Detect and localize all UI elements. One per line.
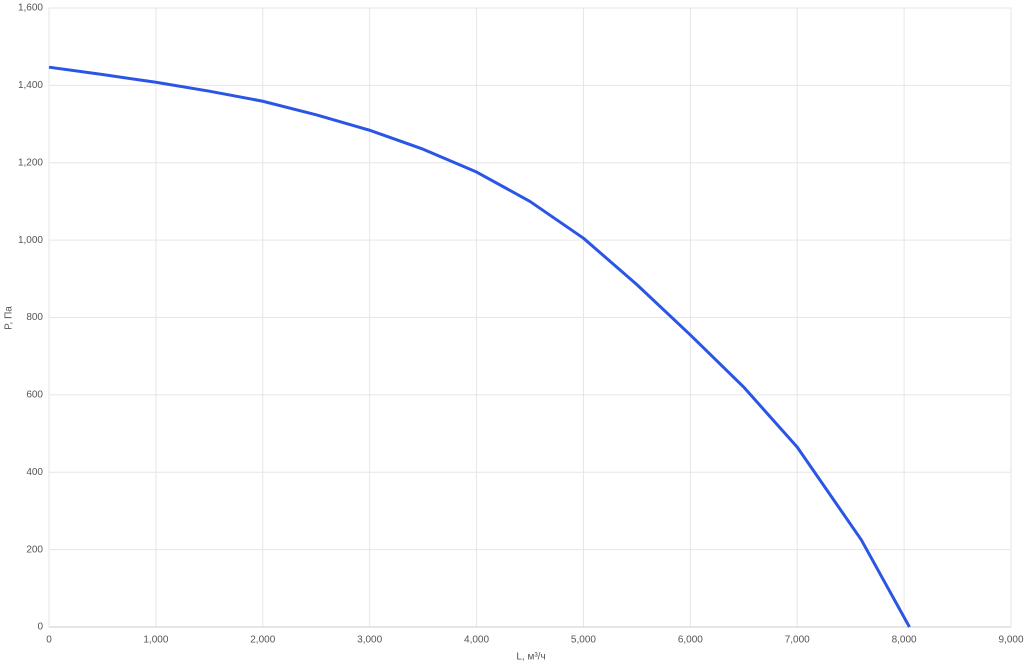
x-tick-label: 9,000 [998, 635, 1023, 646]
y-tick-label: 1,000 [18, 235, 43, 246]
y-tick-label: 1,400 [18, 80, 43, 91]
x-tick-label: 4,000 [464, 635, 489, 646]
x-tick-label: 7,000 [785, 635, 810, 646]
data-line [48, 65, 911, 628]
y-tick-label: 600 [26, 390, 43, 401]
y-tick-label: 800 [26, 312, 43, 323]
y-axis-title: P, Па [4, 306, 15, 330]
y-tick-label: 400 [26, 467, 43, 478]
y-tick-label: 1,200 [18, 157, 43, 168]
y-tick-label: 200 [26, 544, 43, 555]
x-tick-label: 5,000 [571, 635, 596, 646]
y-tick-label: 1,600 [18, 3, 43, 14]
y-tick-label: 0 [37, 622, 43, 633]
x-tick-label: 6,000 [678, 635, 703, 646]
x-tick-label: 8,000 [892, 635, 917, 646]
x-tick-label: 2,000 [250, 635, 275, 646]
x-axis-title: L, м³/ч [516, 652, 545, 663]
x-tick-label: 3,000 [357, 635, 382, 646]
x-tick-label: 1,000 [143, 635, 168, 646]
x-tick-label: 0 [46, 635, 52, 646]
